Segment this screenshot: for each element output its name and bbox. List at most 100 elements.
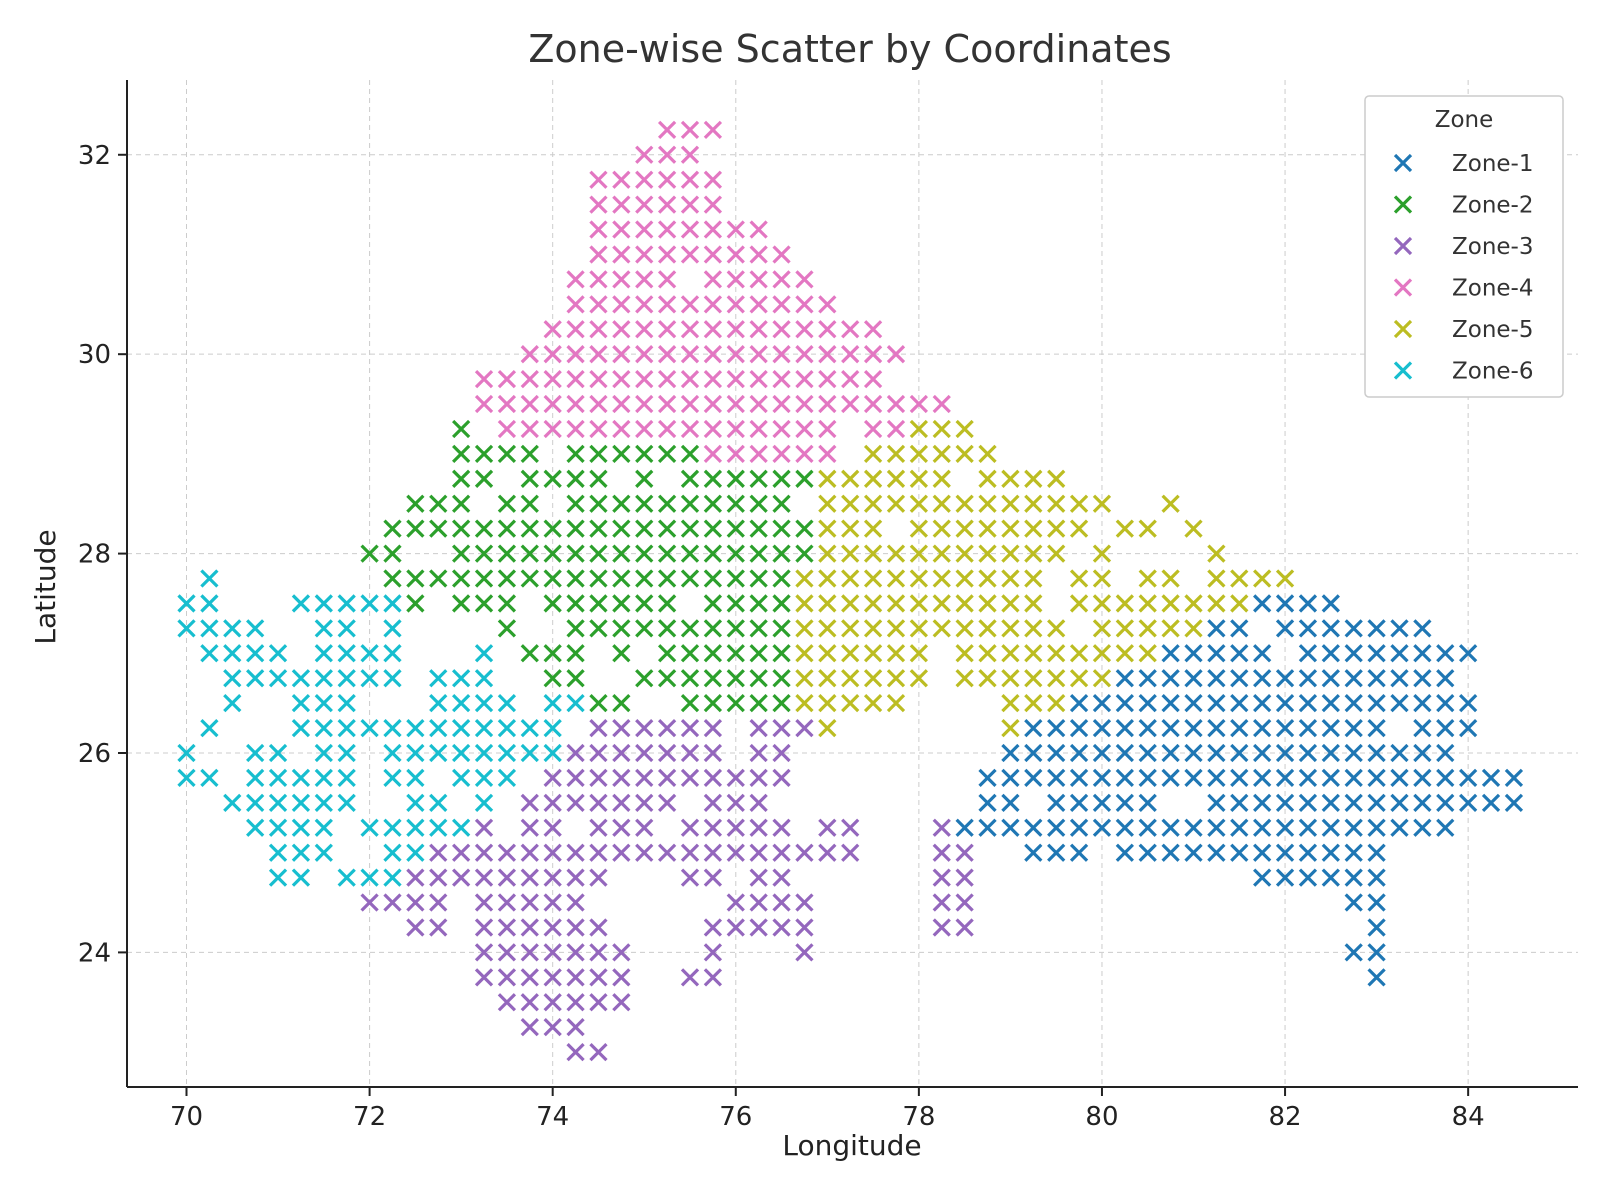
y-tick-label: 26 <box>78 739 111 769</box>
data-point <box>520 1018 539 1037</box>
y-ticks: 24 26 28 30 32 <box>78 141 127 968</box>
data-point <box>291 843 311 862</box>
data-point <box>520 718 539 738</box>
data-point <box>543 743 562 763</box>
data-point <box>749 569 768 588</box>
data-point <box>932 469 951 488</box>
data-point <box>1069 818 1089 837</box>
data-point <box>1275 594 1295 613</box>
data-point <box>200 718 219 738</box>
data-point <box>703 444 723 464</box>
data-point <box>1298 694 1318 713</box>
data-point <box>680 345 700 364</box>
data-point <box>1275 569 1295 588</box>
data-point <box>726 345 745 364</box>
data-point <box>749 369 768 389</box>
data-point <box>978 818 997 837</box>
data-point <box>246 644 265 663</box>
data-point <box>680 968 700 987</box>
data-point <box>406 743 425 763</box>
data-point <box>886 619 906 638</box>
data-point <box>314 619 333 638</box>
legend-label: Zone-1 <box>1452 151 1534 177</box>
data-point <box>1436 793 1455 812</box>
data-point <box>1092 619 1112 638</box>
data-point <box>1092 544 1112 563</box>
x-tick-label: 70 <box>170 1102 203 1132</box>
data-point <box>1298 818 1318 837</box>
data-point <box>1115 718 1134 738</box>
data-point <box>635 569 654 588</box>
data-point <box>1230 669 1249 688</box>
data-point <box>703 968 723 987</box>
data-point <box>566 968 585 987</box>
data-point <box>772 644 791 663</box>
data-point <box>406 893 425 912</box>
data-point <box>246 743 265 763</box>
data-point <box>543 718 562 738</box>
data-point <box>841 694 860 713</box>
data-point <box>1001 793 1020 812</box>
data-point <box>703 868 723 887</box>
data-point <box>337 768 356 788</box>
data-point <box>1092 793 1112 812</box>
data-point <box>314 694 333 713</box>
legend-items: Zone-1 Zone-2 Zone-3 Zone-4 Zone-5 Zone-6 <box>1393 151 1534 385</box>
data-point <box>1001 768 1020 788</box>
data-point <box>955 843 974 862</box>
data-point <box>497 718 517 738</box>
data-point <box>635 245 654 264</box>
data-point <box>680 743 700 763</box>
x-tick-label: 78 <box>902 1102 935 1132</box>
data-point <box>680 519 700 538</box>
data-point <box>566 544 585 563</box>
data-point <box>452 544 471 563</box>
data-point <box>635 369 654 389</box>
data-point <box>360 669 379 688</box>
data-point <box>932 569 951 588</box>
data-point <box>612 993 631 1012</box>
data-point <box>978 644 997 663</box>
data-point <box>383 594 402 613</box>
data-point <box>1161 569 1180 588</box>
data-point <box>795 718 814 738</box>
data-point <box>1207 743 1226 763</box>
data-point <box>886 345 906 364</box>
data-point <box>818 444 837 464</box>
data-point <box>680 768 700 788</box>
data-point <box>657 170 677 189</box>
data-point <box>566 793 585 812</box>
legend-label: Zone-6 <box>1452 359 1534 385</box>
data-point <box>497 569 517 588</box>
data-point <box>589 170 608 189</box>
data-point <box>795 519 814 538</box>
data-point <box>314 843 333 862</box>
data-point <box>520 394 539 414</box>
data-point <box>429 743 448 763</box>
data-point <box>795 295 814 314</box>
data-point <box>932 843 951 862</box>
data-point <box>406 843 425 862</box>
data-point <box>1230 569 1249 588</box>
data-point <box>337 793 356 812</box>
data-point <box>383 644 402 663</box>
data-point <box>383 619 402 638</box>
data-point <box>772 369 791 389</box>
data-point <box>1481 793 1501 812</box>
data-point <box>543 943 562 962</box>
data-point <box>1069 694 1089 713</box>
data-point <box>680 120 700 139</box>
series-zone-3 <box>360 718 974 1062</box>
data-point <box>657 743 677 763</box>
data-point <box>932 893 951 912</box>
data-point <box>223 793 242 812</box>
data-point <box>932 868 951 887</box>
data-point <box>978 494 997 513</box>
data-point <box>680 569 700 588</box>
data-point <box>749 644 768 663</box>
data-point <box>749 818 768 837</box>
data-point <box>635 619 654 638</box>
data-point <box>543 369 562 389</box>
data-point <box>955 619 974 638</box>
data-point <box>726 494 745 513</box>
